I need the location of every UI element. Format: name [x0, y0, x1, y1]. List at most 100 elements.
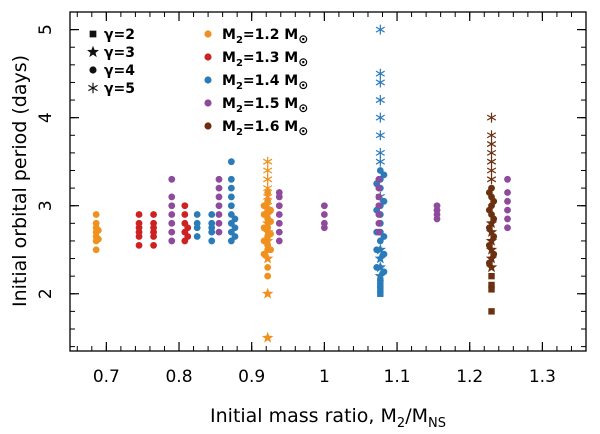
data-point-circle	[94, 235, 102, 243]
data-point-star	[485, 261, 498, 273]
x-tick-label: 0.8	[165, 367, 192, 387]
data-point-circle	[380, 171, 388, 179]
data-point-circle	[267, 246, 274, 254]
data-point-asterisk	[375, 112, 385, 123]
data-point-circle	[375, 175, 383, 183]
legend-marker-star	[87, 45, 99, 58]
data-point-star	[374, 270, 387, 282]
legend-marker-mass-1.2	[204, 30, 212, 38]
data-point-circle	[504, 215, 511, 223]
legend-gamma-label: γ=4	[104, 63, 135, 79]
data-point-circle	[208, 237, 216, 245]
data-point-circle	[92, 246, 100, 254]
data-point-circle	[380, 250, 388, 258]
legend-gamma-label: γ=5	[104, 81, 135, 97]
data-point-star	[261, 208, 274, 220]
x-tick-label: 0.9	[238, 367, 265, 387]
legend-marker-mass-1.5	[204, 99, 212, 107]
data-point-star	[374, 243, 387, 255]
data-point-star	[485, 252, 498, 264]
data-point-circle	[181, 202, 189, 210]
data-point-circle	[375, 184, 383, 192]
data-point-circle	[433, 202, 441, 210]
data-point-circle	[320, 211, 328, 218]
data-point-square	[488, 272, 495, 280]
data-point-circle	[168, 175, 176, 183]
y-tick-label: 5	[36, 24, 56, 35]
legend-gamma: γ=2 γ=3 γ=4 γ=5	[87, 27, 135, 97]
data-point-circle	[168, 211, 176, 218]
data-point-circle	[267, 206, 274, 214]
data-point-circle	[264, 272, 272, 280]
data-point-asterisk	[375, 24, 385, 35]
data-point-circle	[168, 219, 176, 227]
legend-mass-label: M2=1.2 M⊙	[222, 27, 308, 46]
data-point-asterisk	[486, 147, 497, 158]
data-point-circle	[184, 224, 192, 232]
data-point-asterisk	[486, 130, 497, 141]
plot-frame	[69, 11, 587, 352]
data-point-circle	[320, 202, 328, 210]
data-point-square	[377, 290, 384, 297]
legend-gamma-label: γ=3	[104, 45, 135, 61]
data-point-star	[374, 252, 387, 264]
data-point-circle	[193, 211, 201, 218]
data-point-circle	[227, 175, 235, 183]
data-point-circle	[264, 263, 272, 271]
data-point-circle	[227, 202, 235, 210]
data-point-circle	[94, 226, 102, 234]
data-point-circle	[168, 193, 176, 201]
tick-labels: 0.7 0.8 0.9 1 1.1 1.2 1.3 2 3 4 5	[36, 24, 556, 387]
data-point-circle	[375, 219, 383, 227]
data-point-star	[261, 234, 274, 246]
legend-marker-mass-1.6	[204, 122, 212, 130]
data-point-star	[485, 243, 498, 255]
data-point-square	[377, 286, 384, 293]
data-point-circle	[260, 224, 268, 232]
data-point-asterisk	[486, 165, 497, 176]
y-axis-label: Initial orbital period (days)	[9, 55, 31, 307]
data-points	[92, 24, 511, 343]
data-point-asterisk	[486, 112, 497, 123]
data-point-circle	[504, 189, 511, 196]
data-point-star	[485, 226, 498, 237]
data-point-circle	[227, 158, 235, 166]
data-point-circle	[275, 219, 283, 227]
data-point-asterisk	[375, 95, 385, 106]
x-tick-label: 1.2	[456, 367, 483, 387]
data-point-circle	[150, 219, 157, 227]
data-point-circle	[275, 202, 283, 210]
data-point-circle	[490, 250, 498, 258]
data-point-star	[261, 252, 274, 264]
data-point-circle	[275, 211, 283, 218]
x-tick-label: 1.1	[384, 367, 411, 387]
data-point-circle	[208, 219, 216, 227]
data-point-circle	[193, 233, 201, 240]
data-point-asterisk	[375, 156, 385, 167]
data-point-asterisk	[375, 68, 385, 79]
data-point-circle	[485, 259, 493, 267]
data-point-asterisk	[263, 165, 273, 176]
data-point-circle	[260, 202, 268, 210]
data-point-circle	[231, 215, 239, 223]
data-point-square	[377, 277, 384, 284]
data-point-circle	[275, 189, 283, 196]
data-point-circle	[231, 233, 239, 240]
data-point-circle	[168, 237, 176, 245]
data-point-star	[261, 226, 274, 237]
data-point-circle	[260, 211, 268, 218]
data-point-circle	[373, 246, 381, 254]
data-point-circle	[231, 224, 239, 232]
legend-marker-asterisk	[88, 82, 98, 94]
data-point-circle	[168, 202, 176, 210]
data-point-asterisk	[263, 156, 273, 167]
data-point-circle	[260, 237, 268, 245]
data-point-circle	[181, 211, 189, 218]
data-point-star	[374, 261, 387, 273]
data-point-circle	[504, 175, 511, 183]
data-point-circle	[504, 206, 511, 214]
data-point-circle	[485, 189, 493, 196]
data-point-asterisk	[375, 77, 385, 88]
data-point-circle	[375, 228, 383, 236]
